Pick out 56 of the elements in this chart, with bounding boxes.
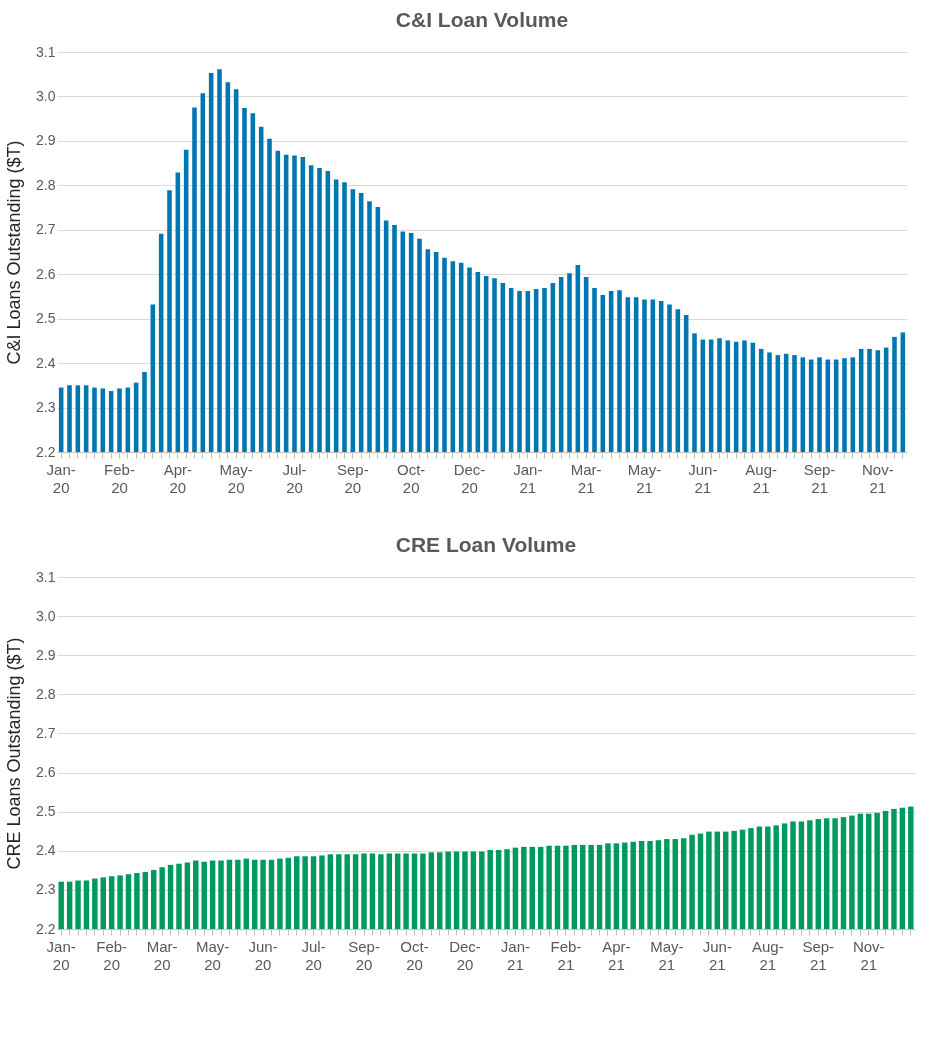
y-tick-label: 3.1	[36, 568, 56, 585]
x-tick-label: May-21	[627, 460, 662, 496]
x-tick-label: Sep-21	[802, 937, 835, 973]
y-tick-label: 3.0	[36, 607, 56, 624]
x-tick-label: Sep-20	[336, 460, 369, 496]
x-tick-label: Sep-20	[348, 937, 380, 973]
y-tick-label: 2.5	[36, 803, 56, 820]
x-tick-label: Aug-21	[751, 937, 784, 973]
y-tick-label: 2.8	[36, 176, 56, 193]
x-tick-label: Dec-20	[453, 460, 486, 496]
y-tick-label: 2.9	[36, 132, 56, 149]
y-tick-label: 2.6	[36, 764, 56, 781]
x-tick-label: Jan-21	[513, 460, 543, 496]
y-tick-label: 2.4	[36, 354, 56, 371]
x-tick-label: Jun-21	[702, 937, 732, 973]
x-tick-label: Oct-20	[400, 937, 429, 973]
x-tick-label: Sep-21	[803, 460, 836, 496]
chart-title: CRE Loan Volume	[395, 533, 577, 556]
x-tick-label: Jun-21	[688, 460, 718, 496]
x-tick-label: Jan-20	[46, 460, 76, 496]
x-tick-label: May-20	[195, 937, 230, 973]
y-axis-title: CRE Loans Outstanding ($T)	[4, 637, 25, 870]
x-tick-label: Nov-21	[862, 460, 894, 496]
x-tick-label: Jul-20	[282, 460, 307, 496]
y-tick-label: 2.8	[36, 685, 56, 702]
x-tick-label: Jul-20	[301, 937, 326, 973]
y-tick-label: 2.9	[36, 646, 56, 663]
x-tick-label: Jan-21	[500, 937, 531, 973]
y-tick-label: 2.7	[36, 724, 56, 741]
x-tick-label: Feb-21	[550, 937, 582, 973]
chart-title: C&I Loan Volume	[395, 8, 569, 31]
y-tick-label: 3.0	[36, 87, 56, 104]
x-tick-label: May-21	[650, 937, 684, 973]
x-tick-label: Dec-20	[449, 937, 481, 973]
x-tick-label: Mar-21	[570, 460, 602, 496]
y-tick-label: 2.7	[36, 221, 56, 238]
x-tick-label: Jan-20	[46, 937, 76, 973]
y-tick-label: 2.4	[36, 842, 56, 859]
y-tick-label: 2.5	[36, 310, 56, 327]
y-axis-title: C&I Loans Outstanding ($T)	[4, 140, 25, 365]
x-tick-label: Mar-20	[146, 937, 178, 973]
y-tick-label: 2.3	[36, 881, 56, 898]
x-tick-label: May-20	[219, 460, 253, 496]
y-tick-label: 2.2	[36, 920, 56, 937]
x-tick-label: Jun-20	[248, 937, 278, 973]
x-tick-label: Oct-20	[396, 460, 426, 496]
x-tick-label: Feb-20	[96, 937, 128, 973]
y-tick-label: 2.3	[36, 399, 56, 416]
y-tick-label: 2.2	[36, 443, 56, 460]
x-tick-label: Nov-21	[852, 937, 885, 973]
x-tick-label: Aug-21	[745, 460, 778, 496]
y-tick-label: 3.1	[36, 43, 56, 60]
y-tick-label: 2.6	[36, 265, 56, 282]
x-tick-label: Feb-20	[104, 460, 135, 496]
x-tick-label: Apr-20	[163, 460, 193, 496]
x-tick-label: Apr-21	[602, 937, 631, 973]
